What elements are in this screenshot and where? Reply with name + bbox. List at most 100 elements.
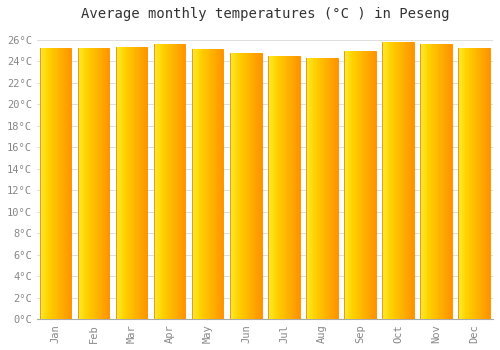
- Bar: [348, 50, 349, 320]
- Bar: [287, 56, 288, 320]
- Bar: [250, 53, 252, 320]
- Bar: [70, 48, 72, 320]
- Bar: [463, 48, 464, 320]
- Bar: [402, 42, 404, 320]
- Bar: [220, 49, 221, 320]
- Bar: [252, 53, 253, 320]
- Bar: [46, 48, 47, 320]
- Bar: [239, 53, 240, 320]
- Bar: [288, 56, 290, 320]
- Bar: [476, 48, 477, 320]
- Bar: [183, 44, 184, 320]
- Bar: [387, 42, 388, 320]
- Bar: [270, 56, 272, 320]
- Bar: [280, 56, 281, 320]
- Bar: [245, 53, 246, 320]
- Bar: [370, 50, 371, 320]
- Bar: [382, 42, 383, 320]
- Bar: [176, 44, 177, 320]
- Bar: [204, 49, 205, 320]
- Bar: [170, 44, 172, 320]
- Bar: [375, 50, 376, 320]
- Bar: [121, 47, 122, 320]
- Bar: [139, 47, 140, 320]
- Bar: [398, 42, 399, 320]
- Bar: [282, 56, 283, 320]
- Bar: [230, 53, 231, 320]
- Bar: [356, 50, 357, 320]
- Bar: [197, 49, 198, 320]
- Bar: [294, 56, 295, 320]
- Bar: [118, 47, 120, 320]
- Bar: [169, 44, 170, 320]
- Bar: [424, 44, 425, 320]
- Bar: [330, 58, 332, 320]
- Bar: [177, 44, 178, 320]
- Bar: [290, 56, 291, 320]
- Bar: [434, 44, 435, 320]
- Bar: [87, 48, 88, 320]
- Bar: [345, 50, 346, 320]
- Bar: [412, 42, 413, 320]
- Bar: [231, 53, 232, 320]
- Bar: [462, 48, 463, 320]
- Bar: [470, 48, 471, 320]
- Bar: [241, 53, 242, 320]
- Bar: [165, 44, 166, 320]
- Bar: [329, 58, 330, 320]
- Bar: [120, 47, 121, 320]
- Bar: [259, 53, 260, 320]
- Bar: [89, 48, 90, 320]
- Bar: [386, 42, 387, 320]
- Bar: [50, 48, 51, 320]
- Bar: [159, 44, 160, 320]
- Bar: [353, 50, 354, 320]
- Bar: [86, 48, 87, 320]
- Bar: [478, 48, 480, 320]
- Bar: [291, 56, 292, 320]
- Bar: [269, 56, 270, 320]
- Bar: [154, 44, 155, 320]
- Bar: [461, 48, 462, 320]
- Bar: [361, 50, 362, 320]
- Bar: [122, 47, 124, 320]
- Bar: [383, 42, 384, 320]
- Bar: [172, 44, 173, 320]
- Bar: [155, 44, 156, 320]
- Bar: [360, 50, 361, 320]
- Bar: [216, 49, 218, 320]
- Bar: [173, 44, 174, 320]
- Bar: [488, 48, 489, 320]
- Bar: [221, 49, 222, 320]
- Bar: [168, 44, 169, 320]
- Bar: [485, 48, 486, 320]
- Bar: [219, 49, 220, 320]
- Bar: [395, 42, 396, 320]
- Bar: [363, 50, 364, 320]
- Bar: [273, 56, 274, 320]
- Bar: [466, 48, 467, 320]
- Bar: [62, 48, 63, 320]
- Bar: [102, 48, 103, 320]
- Bar: [222, 49, 224, 320]
- Bar: [84, 48, 86, 320]
- Bar: [319, 58, 320, 320]
- Bar: [429, 44, 430, 320]
- Bar: [435, 44, 436, 320]
- Bar: [437, 44, 438, 320]
- Bar: [451, 44, 452, 320]
- Bar: [308, 58, 310, 320]
- Bar: [100, 48, 101, 320]
- Bar: [55, 48, 56, 320]
- Bar: [178, 44, 179, 320]
- Bar: [192, 49, 193, 320]
- Bar: [468, 48, 469, 320]
- Bar: [249, 53, 250, 320]
- Bar: [474, 48, 475, 320]
- Bar: [203, 49, 204, 320]
- Bar: [48, 48, 49, 320]
- Bar: [392, 42, 394, 320]
- Bar: [442, 44, 443, 320]
- Bar: [321, 58, 322, 320]
- Bar: [156, 44, 158, 320]
